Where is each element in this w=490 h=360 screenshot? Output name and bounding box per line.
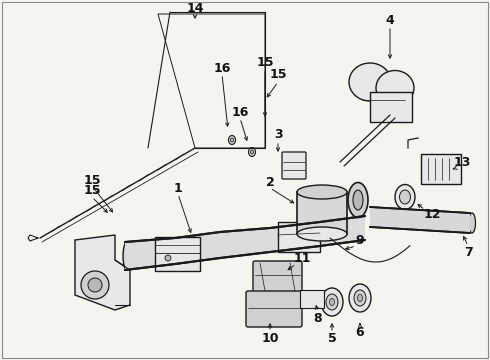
Text: 8: 8 [314,311,322,324]
Ellipse shape [354,290,366,306]
Text: 10: 10 [261,332,279,345]
Ellipse shape [123,242,131,270]
Ellipse shape [326,294,338,310]
Text: 11: 11 [293,252,311,265]
Circle shape [88,278,102,292]
Ellipse shape [348,183,368,217]
FancyBboxPatch shape [282,152,306,179]
Text: 7: 7 [464,246,472,258]
Text: 2: 2 [266,175,274,189]
Ellipse shape [376,71,414,105]
FancyBboxPatch shape [278,222,320,252]
Text: 12: 12 [423,208,441,221]
Ellipse shape [250,150,253,154]
Ellipse shape [230,138,234,142]
Text: 5: 5 [328,332,336,345]
Circle shape [165,255,171,261]
Ellipse shape [395,184,415,210]
Ellipse shape [297,227,347,241]
Polygon shape [125,216,365,270]
Text: 3: 3 [274,129,282,141]
Text: 13: 13 [453,156,471,168]
FancyBboxPatch shape [253,261,302,293]
Ellipse shape [321,288,343,316]
Text: 14: 14 [186,1,204,14]
Text: 15: 15 [83,184,101,197]
Ellipse shape [399,190,411,204]
Polygon shape [297,192,347,234]
Ellipse shape [358,294,363,302]
Polygon shape [75,235,130,310]
Ellipse shape [349,63,391,101]
Text: 16: 16 [231,105,249,118]
Text: 4: 4 [386,13,394,27]
Text: 15: 15 [269,68,287,81]
Text: 15: 15 [83,174,101,186]
Text: 6: 6 [356,327,364,339]
Ellipse shape [353,190,363,210]
Text: 1: 1 [173,181,182,194]
Text: 9: 9 [356,234,364,247]
FancyBboxPatch shape [421,154,461,184]
Text: 16: 16 [213,62,231,75]
Ellipse shape [329,298,335,306]
Ellipse shape [297,185,347,199]
FancyBboxPatch shape [155,237,200,271]
FancyBboxPatch shape [300,290,324,308]
Text: 15: 15 [256,57,274,69]
Ellipse shape [228,135,236,144]
Circle shape [81,271,109,299]
Ellipse shape [468,213,475,233]
FancyBboxPatch shape [370,92,412,122]
Ellipse shape [248,148,255,157]
Polygon shape [370,207,470,233]
Ellipse shape [349,284,371,312]
FancyBboxPatch shape [246,291,302,327]
